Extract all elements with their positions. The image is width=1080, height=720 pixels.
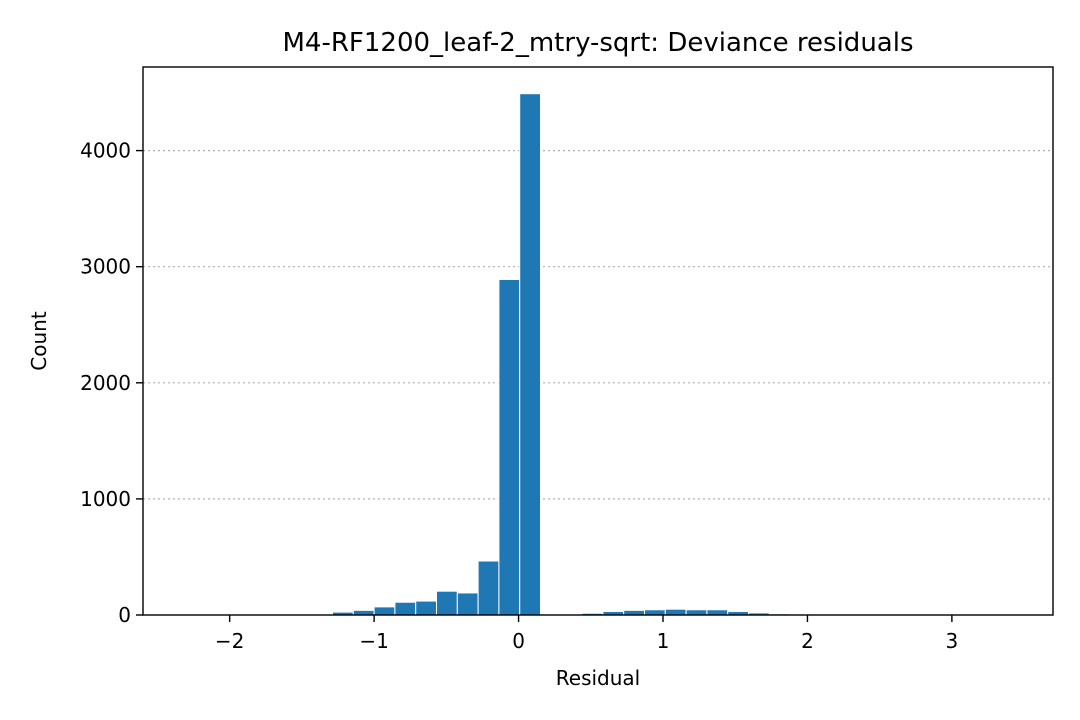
histogram-bar xyxy=(644,609,666,616)
y-tick-label: 4000 xyxy=(80,139,131,163)
histogram-bar xyxy=(436,590,458,616)
histogram-bar xyxy=(685,609,708,616)
y-tick-label: 2000 xyxy=(80,371,131,395)
x-tick-label: −2 xyxy=(215,629,244,653)
y-tick-label: 0 xyxy=(118,603,131,627)
histogram-bar xyxy=(498,278,521,616)
histogram-bar xyxy=(415,600,438,616)
bars xyxy=(332,93,895,616)
x-axis-label: Residual xyxy=(556,666,640,690)
histogram-bar xyxy=(706,609,729,616)
plot-frame xyxy=(142,66,1054,616)
y-axis-label: Count xyxy=(27,311,51,371)
histogram-bar xyxy=(394,601,417,616)
chart-title: M4-RF1200_leaf-2_mtry-sqrt: Deviance res… xyxy=(283,28,914,58)
histogram-bar xyxy=(477,560,500,616)
y-tick-label: 3000 xyxy=(80,255,131,279)
x-tick-label: 0 xyxy=(512,629,525,653)
x-tick-label: −1 xyxy=(359,629,388,653)
y-axis: 0 1000 2000 3000 4000 xyxy=(80,139,143,627)
x-tick-label: 1 xyxy=(657,629,670,653)
x-axis: −2 −1 0 1 2 3 xyxy=(215,615,958,653)
x-tick-label: 2 xyxy=(801,629,814,653)
histogram-bar xyxy=(456,592,479,616)
y-tick-label: 1000 xyxy=(80,487,131,511)
grid-lines xyxy=(143,149,1053,500)
x-tick-label: 3 xyxy=(946,629,959,653)
histogram-bar xyxy=(519,93,542,616)
histogram-bar xyxy=(373,606,396,616)
histogram-bar xyxy=(664,608,687,616)
